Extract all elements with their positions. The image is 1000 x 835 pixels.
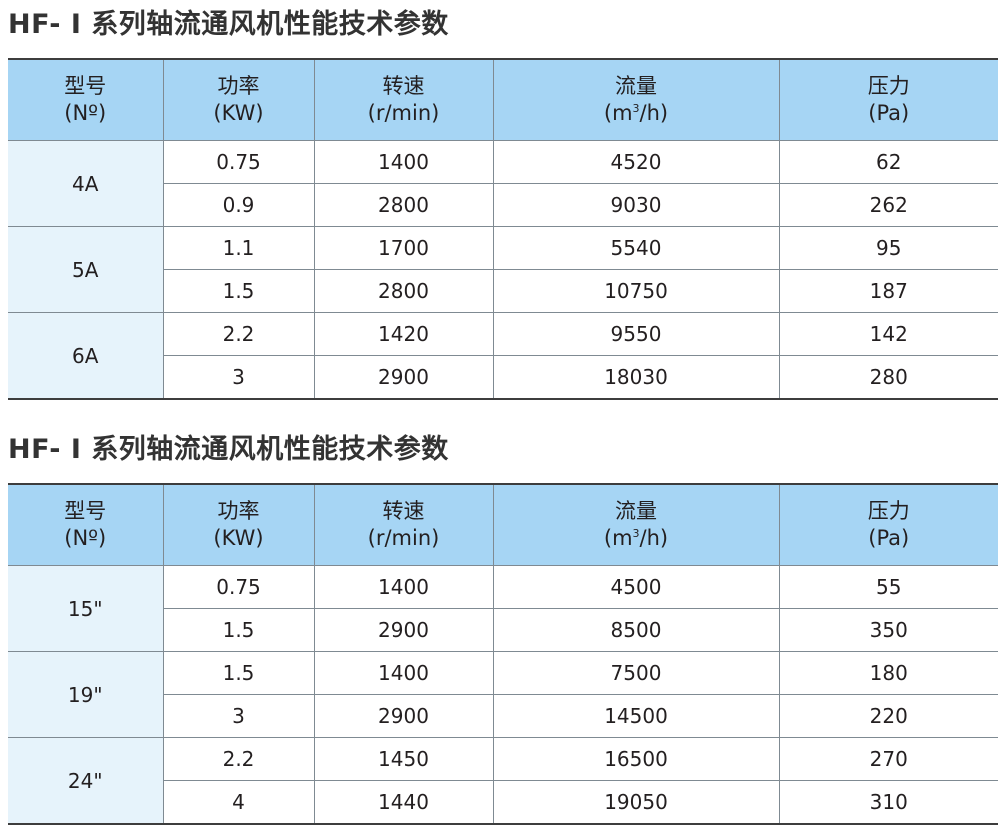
- header-row: 型号 (Nº) 功率 (KW) 转速 (r/min) 流量 (m3/h) 压力 (Pa): [8, 59, 998, 141]
- speed-cell: 2900: [313, 694, 493, 738]
- speed-cell: 1700: [313, 226, 493, 270]
- header-speed: 转速 (r/min): [313, 484, 493, 566]
- speed-cell: 2900: [313, 355, 493, 399]
- section-title: HF- I 系列轴流通风机性能技术参数: [8, 9, 449, 40]
- pressure-cell: 142: [778, 312, 998, 356]
- header-flow: 流量 (m3/h): [492, 59, 779, 141]
- table-row: 24" 2.2 1450 16500 270: [8, 737, 998, 825]
- flow-cell: 9550: [492, 312, 779, 356]
- power-cell: 1.5: [162, 269, 314, 313]
- power-cell: 1.5: [162, 651, 314, 695]
- flow-cell: 8500: [492, 608, 779, 652]
- flow-cell: 5540: [492, 226, 779, 270]
- speed-cell: 1400: [313, 565, 493, 609]
- section-title: HF- I 系列轴流通风机性能技术参数: [8, 434, 449, 465]
- pressure-cell: 262: [778, 183, 998, 227]
- power-cell: 1.5: [162, 608, 314, 652]
- model-cell: 24": [8, 737, 163, 825]
- header-pressure: 压力 (Pa): [778, 484, 998, 566]
- flow-cell: 16500: [492, 737, 779, 781]
- pressure-cell: 187: [778, 269, 998, 313]
- header-speed: 转速 (r/min): [313, 59, 493, 141]
- flow-cell: 7500: [492, 651, 779, 695]
- pressure-cell: 310: [778, 780, 998, 824]
- speed-cell: 2800: [313, 183, 493, 227]
- speed-cell: 2900: [313, 608, 493, 652]
- pressure-cell: 95: [778, 226, 998, 270]
- table-row: 3 2900 18030 280: [8, 355, 998, 399]
- model-cell: 6A: [8, 312, 163, 400]
- model-cell: 19": [8, 651, 163, 738]
- table-row: 15" 0.75 1400 4500 55: [8, 565, 998, 652]
- flow-cell: 9030: [492, 183, 779, 227]
- speed-cell: 2800: [313, 269, 493, 313]
- power-cell: 3: [162, 694, 314, 738]
- header-pressure: 压力 (Pa): [778, 59, 998, 141]
- speed-cell: 1450: [313, 737, 493, 781]
- pressure-cell: 220: [778, 694, 998, 738]
- header-power: 功率 (KW): [162, 59, 314, 141]
- flow-cell: 14500: [492, 694, 779, 738]
- pressure-cell: 180: [778, 651, 998, 695]
- header-flow: 流量 (m3/h): [492, 484, 779, 566]
- header-model: 型号 (Nº): [8, 484, 163, 566]
- flow-cell: 18030: [492, 355, 779, 399]
- speed-cell: 1400: [313, 651, 493, 695]
- model-cell: 15": [8, 565, 163, 652]
- pressure-cell: 280: [778, 355, 998, 399]
- power-cell: 0.9: [162, 183, 314, 227]
- pressure-cell: 55: [778, 565, 998, 609]
- table-row: 4 1440 19050 310: [8, 780, 998, 824]
- table-row: 3 2900 14500 220: [8, 694, 998, 738]
- power-cell: 2.2: [162, 737, 314, 781]
- speed-cell: 1400: [313, 140, 493, 184]
- table-row: 0.9 2800 9030 262: [8, 183, 998, 227]
- header-row: 型号 (Nº) 功率 (KW) 转速 (r/min) 流量 (m3/h) 压力 (Pa): [8, 484, 998, 566]
- pressure-cell: 350: [778, 608, 998, 652]
- model-cell: 4A: [8, 140, 163, 227]
- speed-cell: 1440: [313, 780, 493, 824]
- spec-table: 型号 (Nº) 功率 (KW) 转速 (r/min) 流量 (m3/h) 压力 (Pa) …: [8, 58, 998, 400]
- power-cell: 0.75: [162, 565, 314, 609]
- header-model: 型号 (Nº): [8, 59, 163, 141]
- pressure-cell: 62: [778, 140, 998, 184]
- table-row: 6A 2.2 1420 9550 142: [8, 312, 998, 400]
- table-row: 5A 1.1 1700 5540 95: [8, 226, 998, 313]
- power-cell: 3: [162, 355, 314, 399]
- speed-cell: 1420: [313, 312, 493, 356]
- table-row: 19" 1.5 1400 7500 180: [8, 651, 998, 738]
- flow-cell: 4500: [492, 565, 779, 609]
- power-cell: 1.1: [162, 226, 314, 270]
- power-cell: 2.2: [162, 312, 314, 356]
- table-row: 1.5 2800 10750 187: [8, 269, 998, 313]
- pressure-cell: 270: [778, 737, 998, 781]
- power-cell: 4: [162, 780, 314, 824]
- table-row: 1.5 2900 8500 350: [8, 608, 998, 652]
- table-row: 4A 0.75 1400 4520 62: [8, 140, 998, 227]
- spec-table: 型号 (Nº) 功率 (KW) 转速 (r/min) 流量 (m3/h) 压力 (Pa) …: [8, 483, 998, 825]
- flow-cell: 19050: [492, 780, 779, 824]
- model-cell: 5A: [8, 226, 163, 313]
- power-cell: 0.75: [162, 140, 314, 184]
- header-power: 功率 (KW): [162, 484, 314, 566]
- flow-cell: 10750: [492, 269, 779, 313]
- flow-cell: 4520: [492, 140, 779, 184]
